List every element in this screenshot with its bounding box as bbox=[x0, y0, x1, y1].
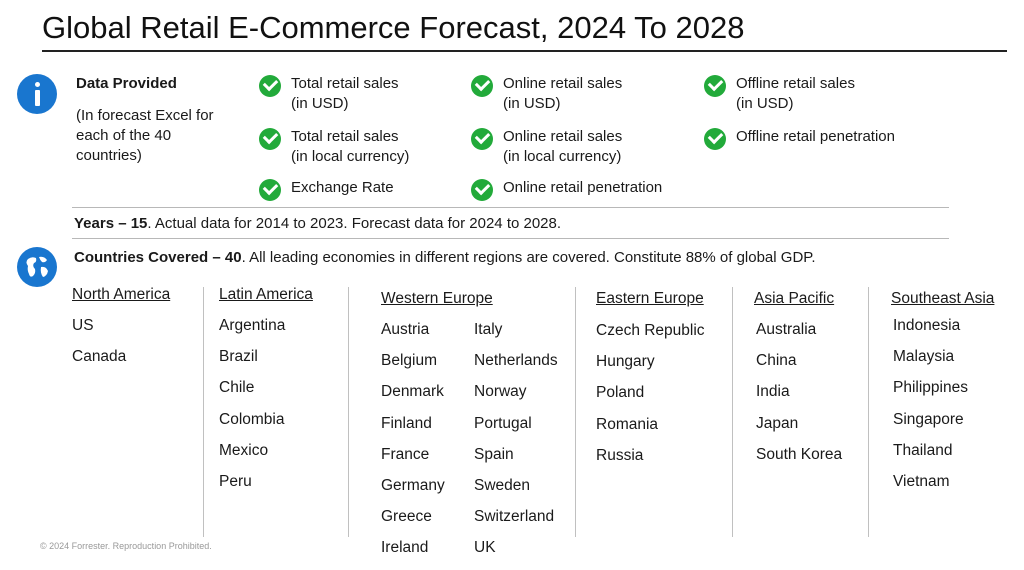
countries-summary: Countries Covered – 40. All leading econ… bbox=[74, 248, 816, 268]
country-item: Vietnam bbox=[893, 472, 950, 490]
country-item: Poland bbox=[596, 384, 645, 402]
data-provided-subtext: (In forecast Excel for each of the 40 co… bbox=[76, 107, 214, 164]
country-item: Spain bbox=[474, 445, 514, 463]
country-list-north-america: US Canada bbox=[72, 316, 126, 378]
country-list-latin-america: Argentina Brazil Chile Colombia Mexico P… bbox=[219, 316, 285, 503]
region-southeast-asia: Southeast Asia bbox=[891, 290, 995, 307]
country-item: Ireland bbox=[381, 539, 429, 557]
country-list-southeast-asia: Indonesia Malaysia Philippines Singapore… bbox=[893, 316, 968, 503]
globe-icon bbox=[17, 247, 57, 287]
country-item: Finland bbox=[381, 414, 432, 432]
check-icon bbox=[471, 75, 493, 97]
country-item: Greece bbox=[381, 508, 432, 526]
country-list-eastern-europe: Czech Republic Hungary Poland Romania Ru… bbox=[596, 321, 705, 477]
column-divider bbox=[348, 287, 349, 537]
country-item: Argentina bbox=[219, 317, 286, 334]
country-item: Czech Republic bbox=[596, 322, 705, 339]
country-item: Australia bbox=[756, 321, 817, 338]
column-divider bbox=[575, 287, 576, 537]
data-item-label: Online retail penetration bbox=[503, 179, 663, 196]
country-item: India bbox=[756, 383, 790, 401]
data-item-online-penetration: Online retail penetration bbox=[471, 178, 662, 201]
countries-text: . All leading economies in different reg… bbox=[241, 249, 816, 266]
country-item: Russia bbox=[596, 446, 644, 464]
data-item-label: Offline retail sales (in USD) bbox=[736, 75, 855, 112]
country-list-western-europe-2: Italy Netherlands Norway Portugal Spain … bbox=[474, 320, 558, 570]
region-latin-america: Latin America bbox=[219, 286, 313, 303]
country-item: Germany bbox=[381, 476, 445, 494]
check-icon bbox=[259, 179, 281, 201]
column-divider bbox=[732, 287, 733, 537]
country-item: Hungary bbox=[596, 353, 655, 371]
country-item: South Korea bbox=[756, 445, 843, 463]
check-icon bbox=[704, 75, 726, 97]
data-item-offline-usd: Offline retail sales (in USD) bbox=[704, 74, 855, 114]
country-item: Denmark bbox=[381, 383, 444, 401]
data-item-label: Offline retail penetration bbox=[736, 128, 895, 145]
data-item-label: Online retail sales (in local currency) bbox=[503, 128, 623, 165]
country-item: Romania bbox=[596, 415, 659, 433]
country-item: UK bbox=[474, 539, 496, 557]
section-divider bbox=[72, 207, 949, 208]
region-asia-pacific: Asia Pacific bbox=[754, 290, 835, 307]
data-item-exchange-rate: Exchange Rate bbox=[259, 178, 394, 201]
country-item: Chile bbox=[219, 379, 255, 397]
copyright-footer: © 2024 Forrester. Reproduction Prohibite… bbox=[40, 541, 212, 551]
country-item: Peru bbox=[219, 472, 252, 490]
page-title: Global Retail E-Commerce Forecast, 2024 … bbox=[42, 10, 745, 45]
years-summary: Years – 15. Actual data for 2014 to 2023… bbox=[74, 214, 561, 234]
country-item: Japan bbox=[756, 414, 799, 432]
check-icon bbox=[259, 75, 281, 97]
info-icon bbox=[17, 74, 57, 114]
data-item-label: Exchange Rate bbox=[291, 179, 394, 196]
check-icon bbox=[471, 128, 493, 150]
country-item: France bbox=[381, 445, 430, 463]
check-icon bbox=[259, 128, 281, 150]
data-item-label: Total retail sales (in USD) bbox=[291, 75, 399, 112]
country-item: Portugal bbox=[474, 414, 532, 432]
country-item: Philippines bbox=[893, 379, 968, 397]
data-item-online-local: Online retail sales (in local currency) bbox=[471, 127, 622, 167]
country-item: Singapore bbox=[893, 410, 964, 428]
country-item: Canada bbox=[72, 348, 127, 366]
data-item-offline-penetration: Offline retail penetration bbox=[704, 127, 895, 150]
country-item: Belgium bbox=[381, 352, 437, 370]
data-provided-heading: Data Provided bbox=[76, 75, 177, 92]
region-north-america: North America bbox=[72, 286, 171, 303]
region-eastern-europe: Eastern Europe bbox=[596, 290, 704, 307]
country-list-western-europe: Austria Belgium Denmark Finland France G… bbox=[381, 320, 445, 570]
country-item: Thailand bbox=[893, 441, 953, 459]
country-item: Austria bbox=[381, 321, 430, 338]
data-item-online-usd: Online retail sales (in USD) bbox=[471, 74, 622, 114]
country-item: Norway bbox=[474, 383, 527, 401]
title-divider bbox=[42, 50, 1007, 52]
years-text: . Actual data for 2014 to 2023. Forecast… bbox=[147, 215, 562, 232]
country-item: US bbox=[72, 317, 94, 334]
country-item: Brazil bbox=[219, 348, 258, 366]
section-divider bbox=[72, 238, 949, 239]
country-item: Italy bbox=[474, 321, 503, 338]
country-item: Netherlands bbox=[474, 352, 558, 370]
column-divider bbox=[868, 287, 869, 537]
country-item: Malaysia bbox=[893, 348, 955, 366]
data-item-label: Total retail sales (in local currency) bbox=[291, 128, 410, 165]
check-icon bbox=[704, 128, 726, 150]
check-icon bbox=[471, 179, 493, 201]
years-label: Years – 15 bbox=[74, 215, 148, 232]
country-item: China bbox=[756, 352, 797, 370]
country-item: Indonesia bbox=[893, 317, 961, 334]
data-item-total-usd: Total retail sales (in USD) bbox=[259, 74, 399, 114]
country-item: Sweden bbox=[474, 476, 531, 494]
column-divider bbox=[203, 287, 204, 537]
countries-label: Countries Covered – 40 bbox=[74, 249, 242, 266]
country-list-asia-pacific: Australia China India Japan South Korea bbox=[756, 320, 842, 476]
region-western-europe: Western Europe bbox=[381, 290, 493, 307]
data-item-label: Online retail sales (in USD) bbox=[503, 75, 623, 112]
country-item: Colombia bbox=[219, 410, 285, 428]
country-item: Mexico bbox=[219, 441, 269, 459]
data-item-total-local: Total retail sales (in local currency) bbox=[259, 127, 409, 167]
country-item: Switzerland bbox=[474, 508, 555, 526]
